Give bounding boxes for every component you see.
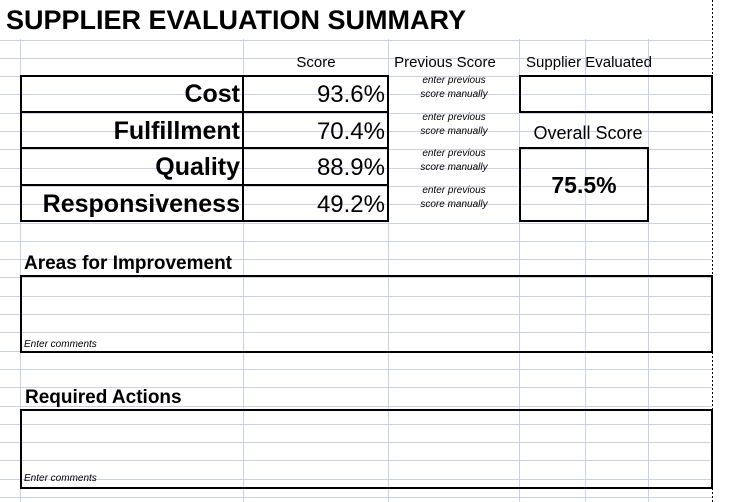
row-divider	[20, 184, 389, 186]
overall-box	[519, 147, 649, 222]
row-score: 93.6%	[316, 81, 385, 108]
section-title: Areas for Improvement	[24, 253, 233, 274]
row-score: 88.9%	[316, 154, 385, 181]
previous-hint: enter previous	[422, 148, 486, 159]
overall-value: 75.5%	[551, 172, 617, 198]
previous-hint: score manually	[420, 89, 488, 100]
comment-box[interactable]	[20, 275, 713, 353]
comment-box[interactable]	[20, 409, 713, 489]
column-header: Previous Score	[394, 54, 496, 71]
overall-label: Overall Score	[533, 123, 643, 143]
previous-hint: enter previous	[422, 112, 486, 123]
column-header: Supplier Evaluated	[526, 54, 652, 71]
title: SUPPLIER EVALUATION SUMMARY	[6, 5, 467, 35]
previous-hint: enter previous	[422, 75, 486, 86]
placeholder: Enter comments	[24, 473, 97, 484]
row-label: Cost	[184, 80, 240, 108]
row-label: Responsiveness	[42, 190, 240, 218]
previous-hint: score manually	[420, 126, 488, 137]
row-label: Quality	[155, 153, 240, 181]
row-score: 49.2%	[316, 191, 385, 218]
previous-hint: enter previous	[422, 185, 486, 196]
placeholder: Enter comments	[24, 339, 97, 350]
row-divider	[20, 111, 389, 113]
column-divider	[242, 75, 244, 222]
previous-hint: score manually	[420, 162, 488, 173]
row-score: 70.4%	[316, 118, 385, 145]
supplier-input[interactable]	[519, 75, 713, 113]
column-header: Score	[296, 54, 336, 71]
section-title: Required Actions	[25, 387, 182, 408]
previous-hint: score manually	[420, 199, 488, 210]
row-divider	[20, 147, 389, 149]
row-label: Fulfillment	[113, 117, 240, 145]
